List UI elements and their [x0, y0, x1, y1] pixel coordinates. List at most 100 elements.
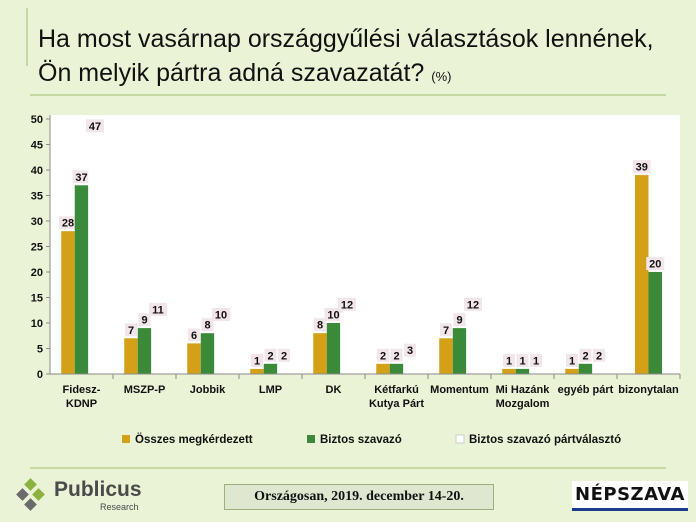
bar-2 [74, 185, 89, 374]
x-tick-label: Mozgalom [496, 398, 550, 410]
x-tick-label: DK [326, 384, 342, 396]
accent-line-vertical [26, 8, 28, 66]
data-label: 10 [327, 310, 339, 322]
bar-1 [250, 368, 264, 374]
data-label-bg [579, 348, 592, 362]
bar-2 [263, 363, 278, 374]
page-title: Ha most vasárnap országgyűlési választás… [38, 22, 678, 94]
y-tick-label: 5 [37, 344, 43, 356]
legend-swatch [455, 434, 465, 444]
data-label-bg [530, 353, 542, 367]
x-tick-label: Momentum [430, 384, 489, 396]
data-label: 3 [407, 345, 413, 357]
bar-3 [277, 363, 291, 374]
y-tick-label: 15 [31, 293, 43, 305]
x-tick-label: Kétfarkú [374, 384, 419, 396]
y-tick-label: 50 [31, 114, 43, 126]
data-label-bg [188, 328, 200, 342]
data-label-bg [646, 257, 665, 270]
data-label-bg [72, 170, 91, 184]
y-tick-label: 0 [37, 369, 43, 381]
bar-3 [466, 312, 480, 374]
bar-2 [137, 328, 152, 374]
x-tick-label: Mi Hazánk [496, 384, 551, 396]
bar-2 [389, 363, 404, 374]
bar-3 [151, 317, 165, 374]
x-tick-label: LMP [259, 384, 282, 396]
bar-3 [340, 312, 354, 374]
data-label-bg [251, 353, 263, 367]
data-label: 7 [128, 325, 134, 337]
nepszava-logo: NÉPSZAVA [572, 481, 688, 511]
data-label-bg [516, 353, 529, 367]
data-label: 1 [533, 355, 539, 367]
y-tick-label: 45 [31, 140, 43, 152]
data-label: 1 [519, 355, 525, 367]
data-label-bg [566, 353, 578, 367]
data-label: 28 [62, 218, 74, 230]
data-label: 7 [443, 325, 449, 337]
bar-1 [187, 343, 201, 374]
data-label-bg [324, 308, 343, 321]
legend-swatch [122, 435, 130, 443]
data-label: 1 [506, 355, 512, 367]
bar-3 [214, 323, 228, 374]
data-label-bg [314, 318, 326, 332]
y-tick-label: 20 [31, 267, 43, 279]
data-label: 10 [215, 310, 227, 322]
bar-2 [452, 328, 467, 374]
title-text: Ha most vasárnap országgyűlési választás… [38, 25, 654, 87]
legend-label: Összes megkérdezett [135, 433, 253, 446]
x-tick-label: Kutya Párt [369, 398, 424, 410]
title-unit: (%) [431, 69, 452, 84]
data-label-bg [338, 297, 356, 311]
bar-3 [88, 134, 102, 374]
bar-3 [592, 363, 606, 374]
data-label-bg [377, 348, 389, 362]
data-label: 12 [467, 299, 479, 311]
bar-2 [578, 363, 593, 374]
data-label-bg [404, 343, 416, 357]
data-label-bg [632, 160, 651, 174]
data-label: 8 [317, 320, 323, 332]
data-label-bg [440, 323, 452, 337]
bar-1 [376, 363, 390, 374]
bar-1 [439, 338, 453, 374]
y-tick-label: 10 [31, 318, 43, 330]
data-label: 2 [380, 350, 386, 362]
y-tick-label: 25 [31, 242, 43, 254]
publicus-logo: Publicus Research [12, 478, 142, 516]
data-label: 20 [649, 259, 661, 271]
bar-2 [200, 333, 215, 374]
x-tick-label: Fidesz- [63, 384, 101, 396]
data-label-bg [593, 348, 605, 362]
data-label: 2 [596, 350, 602, 362]
publicus-logo-subtitle: Research [100, 502, 139, 512]
data-label-bg [390, 348, 403, 362]
data-label: 8 [204, 320, 210, 332]
bar-3 [529, 368, 543, 374]
data-label-bg [149, 302, 167, 316]
data-label-bg [59, 216, 77, 230]
bar-1 [61, 231, 75, 374]
x-tick-label: bizonytalan [618, 384, 679, 396]
data-label-bg [278, 348, 290, 362]
bar-2 [326, 323, 341, 374]
data-label: 37 [75, 172, 87, 184]
data-label-bg [138, 313, 151, 327]
data-label-bg [264, 348, 277, 362]
legend-label: Biztos szavazó [320, 434, 402, 446]
data-label-bg [86, 119, 104, 133]
bar-chart: 05101520253035404550283747Fidesz-KDNP791… [31, 114, 681, 446]
legend-label: Biztos szavazó pártválasztó [469, 434, 621, 446]
bar-1 [124, 338, 138, 374]
bar-1 [313, 333, 327, 374]
data-label: 2 [582, 350, 588, 362]
y-tick-label: 35 [31, 191, 43, 203]
footer-divider [30, 467, 666, 469]
data-label: 1 [569, 355, 575, 367]
publicus-logo-text: Publicus [54, 478, 142, 501]
data-label: 2 [281, 350, 287, 362]
data-label: 11 [152, 304, 164, 316]
bar-2 [515, 368, 530, 374]
